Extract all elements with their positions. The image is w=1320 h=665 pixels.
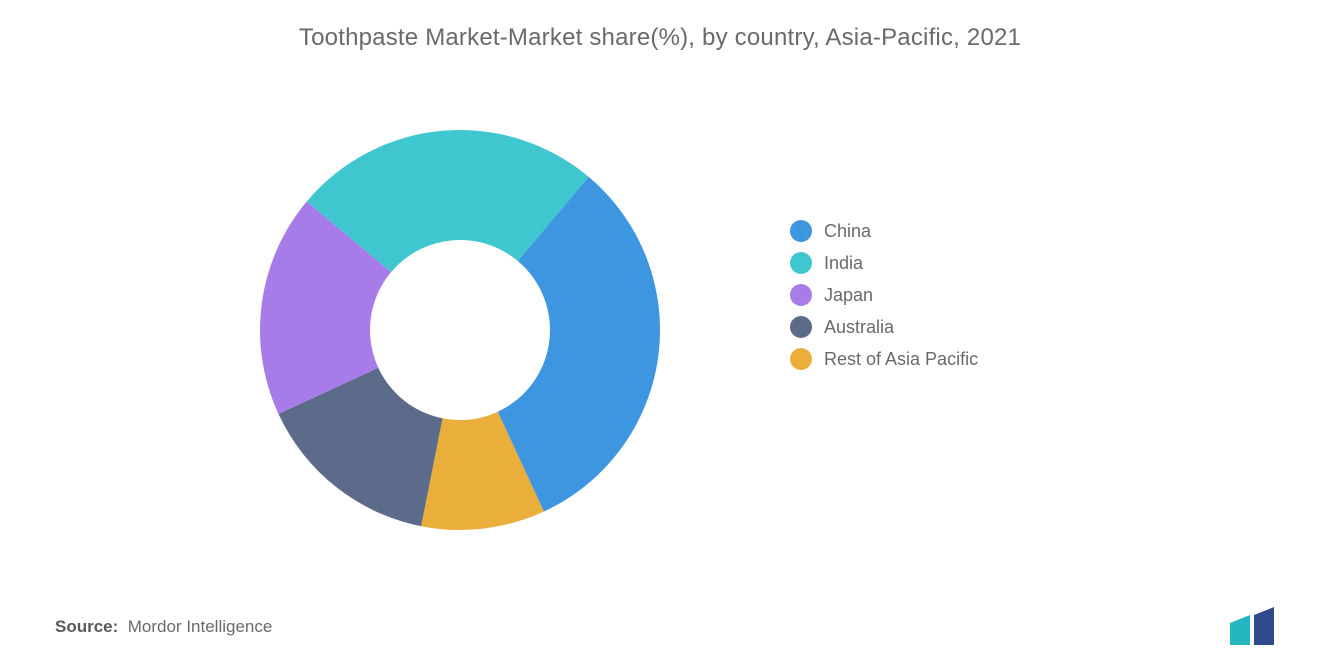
legend-swatch [790,316,812,338]
legend-item: Japan [790,284,978,306]
source-label: Source: [55,617,118,636]
legend-item: China [790,220,978,242]
legend-swatch [790,252,812,274]
legend-label: India [824,253,863,274]
legend-item: Rest of Asia Pacific [790,348,978,370]
legend-swatch [790,284,812,306]
legend-label: Australia [824,317,894,338]
legend-label: Rest of Asia Pacific [824,349,978,370]
legend-label: China [824,221,871,242]
chart-title: Toothpaste Market-Market share(%), by co… [0,0,1320,52]
legend: China India Japan Australia Rest of Asia Pac… [790,220,978,380]
legend-swatch [790,348,812,370]
chart-area: China India Japan Australia Rest of Asia Pac… [0,90,1320,590]
brand-logo [1226,607,1280,645]
source-value: Mordor Intelligence [128,617,273,636]
legend-item: Australia [790,316,978,338]
legend-label: Japan [824,285,873,306]
donut-chart [240,110,680,550]
source-attribution: Source: Mordor Intelligence [55,617,272,637]
legend-swatch [790,220,812,242]
legend-item: India [790,252,978,274]
